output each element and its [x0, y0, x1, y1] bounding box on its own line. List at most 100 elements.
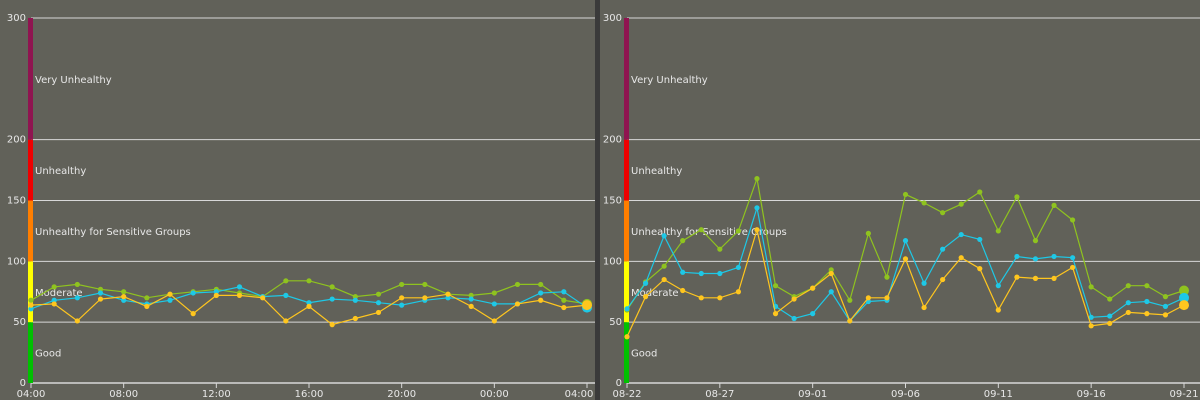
series-point[interactable]	[1179, 300, 1189, 311]
series-point[interactable]	[698, 295, 704, 301]
series-point[interactable]	[1032, 256, 1039, 262]
series-point[interactable]	[847, 297, 853, 303]
series-point[interactable]	[28, 297, 34, 303]
series-point[interactable]	[1070, 264, 1076, 271]
series-point[interactable]	[144, 303, 150, 309]
series-point[interactable]	[1144, 298, 1150, 305]
series-point[interactable]	[772, 283, 779, 289]
series-point[interactable]	[468, 292, 474, 298]
series-point[interactable]	[1032, 275, 1039, 281]
series-point[interactable]	[375, 300, 382, 306]
series-point[interactable]	[28, 306, 34, 312]
series-point[interactable]	[399, 302, 405, 308]
series-point[interactable]	[1070, 255, 1076, 261]
series-point[interactable]	[144, 295, 150, 301]
series-point[interactable]	[190, 290, 196, 296]
series-point[interactable]	[642, 294, 649, 300]
series-point[interactable]	[491, 301, 497, 307]
series-point[interactable]	[828, 289, 834, 295]
series-point[interactable]	[213, 292, 219, 298]
series-point[interactable]	[468, 303, 474, 309]
series-point[interactable]	[940, 276, 946, 283]
series-point[interactable]	[958, 201, 964, 207]
series-point[interactable]	[680, 269, 686, 275]
series-point[interactable]	[352, 297, 358, 303]
series-point[interactable]	[977, 236, 983, 243]
series-point[interactable]	[810, 285, 816, 291]
series-point[interactable]	[74, 281, 80, 288]
series-point[interactable]	[399, 281, 405, 288]
series-point[interactable]	[375, 309, 382, 316]
series-point[interactable]	[514, 301, 521, 307]
series-point[interactable]	[352, 294, 358, 300]
series-point[interactable]	[1162, 303, 1169, 309]
series-point[interactable]	[51, 297, 57, 303]
series-point[interactable]	[884, 295, 890, 301]
series-point[interactable]	[865, 230, 871, 236]
series-point[interactable]	[958, 231, 964, 238]
series-point[interactable]	[680, 287, 686, 294]
series-point[interactable]	[561, 304, 567, 311]
series-point[interactable]	[828, 267, 834, 273]
series-point[interactable]	[1125, 309, 1131, 316]
series-point[interactable]	[810, 311, 816, 317]
series-point[interactable]	[921, 280, 927, 286]
series-point[interactable]	[1144, 283, 1150, 289]
series-point[interactable]	[1125, 300, 1131, 306]
series-point[interactable]	[329, 284, 335, 290]
series-point[interactable]	[735, 289, 741, 295]
series-point[interactable]	[167, 291, 173, 297]
series-point[interactable]	[642, 280, 649, 286]
series-point[interactable]	[754, 176, 760, 182]
series-point[interactable]	[661, 276, 667, 283]
series-point[interactable]	[661, 263, 667, 269]
series-point[interactable]	[754, 227, 760, 233]
series-point[interactable]	[680, 238, 686, 244]
series-point[interactable]	[735, 264, 741, 271]
series-point[interactable]	[352, 315, 358, 322]
series-point[interactable]	[940, 210, 946, 216]
series-point[interactable]	[51, 284, 57, 290]
series-point[interactable]	[1107, 313, 1113, 319]
series-point[interactable]	[1051, 253, 1057, 260]
series-point[interactable]	[236, 292, 243, 298]
series-point[interactable]	[51, 301, 57, 307]
series-point[interactable]	[190, 311, 196, 317]
series-point[interactable]	[717, 270, 723, 277]
series-point[interactable]	[514, 281, 521, 288]
series-point[interactable]	[977, 266, 983, 272]
series-point[interactable]	[1162, 294, 1169, 300]
series-point[interactable]	[1179, 285, 1189, 296]
series-point[interactable]	[491, 290, 497, 296]
series-point[interactable]	[902, 256, 909, 262]
series-point[interactable]	[1107, 320, 1113, 326]
series-point[interactable]	[283, 318, 289, 324]
series-point[interactable]	[624, 306, 630, 312]
series-point[interactable]	[329, 322, 335, 328]
series-point[interactable]	[306, 300, 312, 306]
series-point[interactable]	[74, 318, 80, 324]
series-point[interactable]	[283, 292, 289, 298]
series-point[interactable]	[772, 311, 779, 317]
series-point[interactable]	[1107, 296, 1113, 302]
series-point[interactable]	[717, 295, 723, 301]
series-point[interactable]	[791, 315, 797, 322]
series-point[interactable]	[491, 318, 497, 324]
series-point[interactable]	[121, 289, 127, 295]
series-point[interactable]	[236, 284, 243, 290]
series-point[interactable]	[1014, 194, 1020, 200]
series-point[interactable]	[582, 300, 592, 311]
series-point[interactable]	[260, 295, 266, 301]
series-point[interactable]	[791, 296, 797, 302]
series-point[interactable]	[977, 189, 983, 195]
series-point[interactable]	[995, 283, 1001, 289]
series-point[interactable]	[97, 296, 104, 302]
series-point[interactable]	[74, 295, 80, 301]
series-point[interactable]	[847, 318, 853, 324]
series-point[interactable]	[167, 297, 173, 303]
series-point[interactable]	[735, 228, 741, 234]
series-point[interactable]	[538, 281, 544, 288]
series-point[interactable]	[468, 296, 474, 302]
series-point[interactable]	[422, 281, 428, 288]
series-point[interactable]	[958, 255, 964, 261]
